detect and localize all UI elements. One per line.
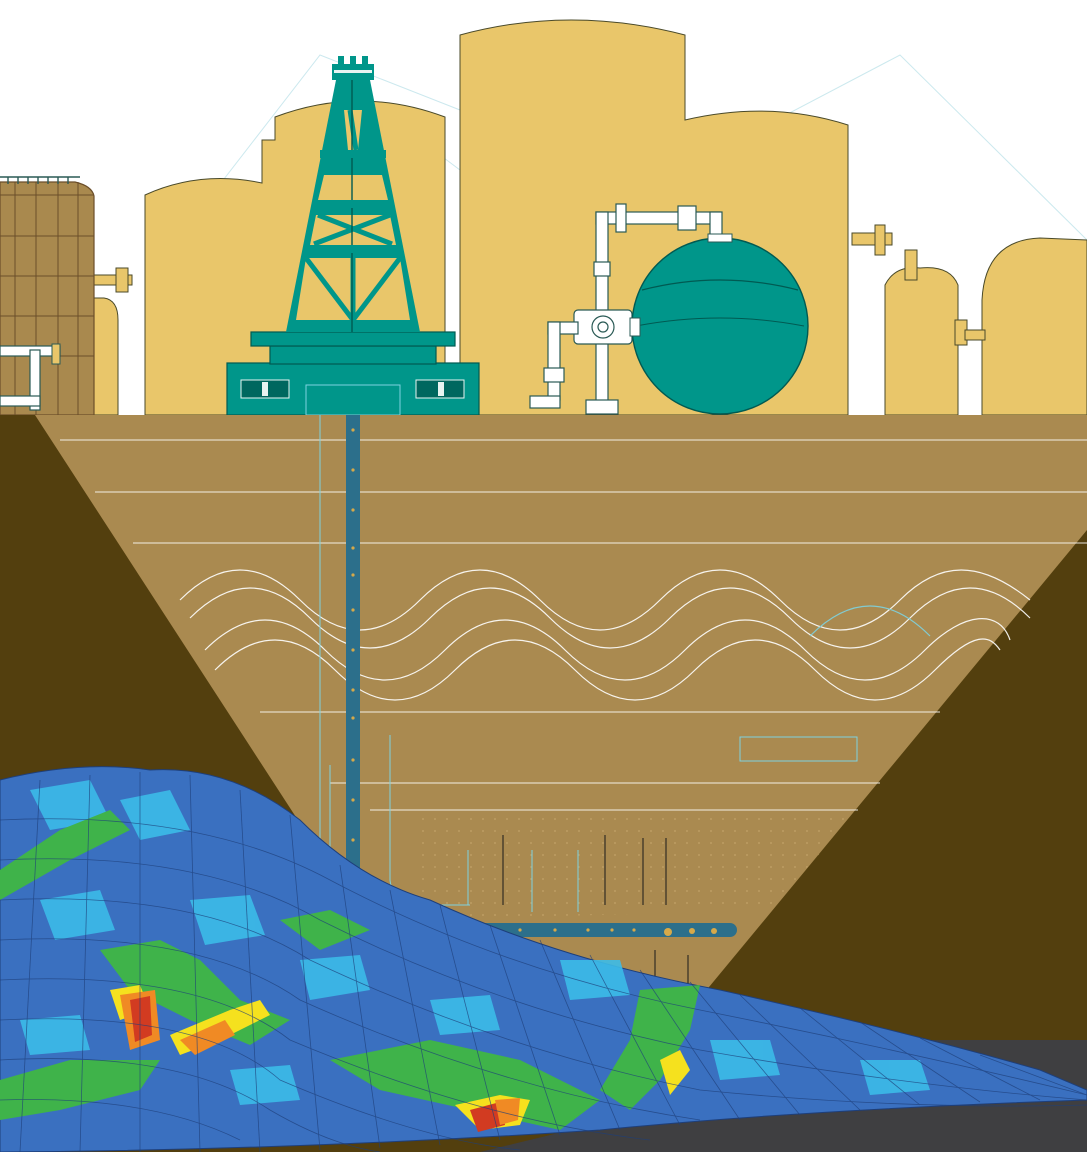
perforation-lines (502, 835, 689, 995)
reservoir-mesh-icon (0, 766, 1087, 1152)
storage-tank-icon (0, 176, 95, 416)
wavy-strata (179, 569, 1031, 701)
pipe-valve-icon (529, 203, 723, 415)
reservoir-dot-zone (420, 810, 858, 920)
spherical-tank-icon (629, 233, 809, 415)
floor (0, 1040, 1087, 1152)
